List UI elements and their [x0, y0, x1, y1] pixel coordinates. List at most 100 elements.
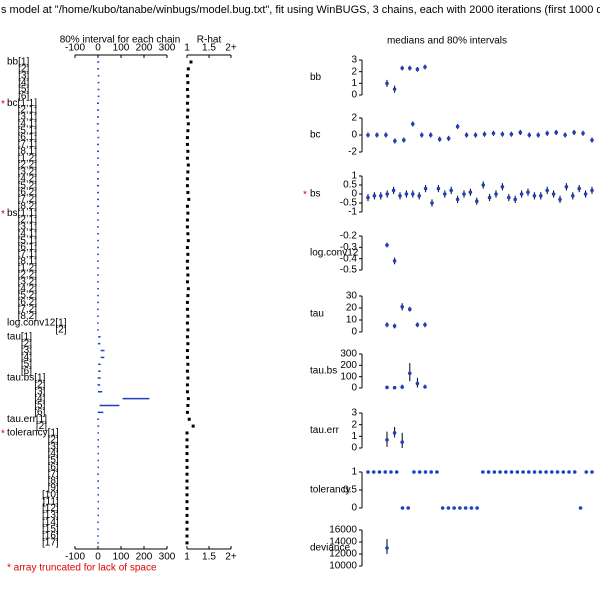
median-point [519, 192, 524, 196]
median-point [440, 506, 445, 510]
median-point [584, 470, 589, 474]
median-point [475, 199, 479, 203]
median-point [392, 87, 397, 91]
median-point [371, 470, 376, 474]
rhat-point [186, 239, 190, 243]
median-point [415, 67, 420, 72]
y-tick-label: 20 [346, 303, 358, 314]
row-label: log.conv12[1] [7, 318, 67, 329]
median-point [527, 133, 532, 137]
row-label: [2] [21, 338, 32, 349]
median-point [458, 506, 462, 510]
row-label: [2] [34, 380, 45, 391]
median-point [473, 133, 478, 137]
rhat-point [185, 355, 189, 359]
row-label: [6] [48, 462, 59, 473]
median-point [555, 470, 560, 474]
median-point [449, 188, 454, 193]
truncation-mark: * [303, 190, 307, 201]
median-point [400, 305, 405, 309]
row-label: [3,1] [18, 222, 38, 233]
rhat-point [185, 225, 189, 229]
median-point [385, 385, 389, 390]
median-point [551, 192, 556, 196]
median-point [385, 192, 390, 196]
median-point [402, 138, 406, 142]
median-point [538, 470, 543, 474]
medians-title: medians and 80% intervals [387, 36, 507, 47]
median-point [507, 195, 511, 200]
row-label: [11] [43, 496, 59, 507]
median-point [394, 470, 399, 474]
rhat-point [185, 465, 189, 469]
y-tick-label: 1 [351, 78, 357, 89]
y-tick-label: -0.5 [340, 265, 358, 276]
row-label: [8,1] [18, 256, 38, 267]
row-label: [4,2] [18, 173, 38, 184]
row-label: [1,2] [18, 263, 38, 274]
median-point [412, 470, 416, 474]
row-label: [5] [48, 455, 59, 466]
median-point [518, 130, 523, 135]
median-point [481, 183, 486, 187]
rhat-point [186, 252, 190, 256]
row-label: [6] [34, 407, 45, 418]
row-label: [5] [21, 359, 32, 370]
rhat-point [185, 369, 189, 373]
row-label: [3] [18, 70, 29, 81]
y-tick-label: 1 [351, 431, 357, 442]
row-label: [13] [42, 510, 59, 521]
rhat-point [185, 479, 189, 483]
row-label: [10] [42, 489, 59, 500]
rhat-point [186, 397, 190, 401]
median-point [526, 190, 530, 194]
row-label: bc[1,1] [7, 98, 37, 109]
row-label: [8,2] [18, 311, 38, 322]
row-label: bs[1,1] [7, 208, 37, 219]
median-point [558, 197, 562, 202]
median-point [400, 66, 405, 70]
median-point [408, 66, 412, 70]
truncation-mark: * [1, 429, 5, 440]
median-point [398, 194, 402, 198]
median-point [417, 470, 422, 474]
row-label: [3] [48, 441, 59, 452]
median-point [400, 385, 405, 389]
y-tick-label: 300 [340, 349, 357, 360]
rhat-point [185, 300, 189, 304]
interval-title: 80% interval for each chain [60, 35, 181, 46]
median-point [554, 130, 558, 135]
row-label: [2] [18, 64, 29, 75]
row-label: [6] [18, 91, 29, 102]
median-point [572, 470, 577, 474]
median-point [430, 201, 434, 205]
panel-name: bb [310, 72, 322, 83]
y-tick-label: 200 [340, 360, 357, 371]
median-point [423, 385, 427, 389]
row-label: [7,1] [18, 139, 38, 150]
median-point [545, 188, 549, 193]
row-label: [4,2] [18, 283, 38, 294]
median-point [455, 124, 460, 129]
rhat-point [185, 280, 189, 284]
y-tick-label: 14000 [329, 537, 357, 548]
row-label: [2] [48, 434, 59, 445]
rhat-point [186, 149, 190, 153]
panel-name: tolerancy [310, 485, 351, 496]
row-label: [4] [21, 352, 32, 363]
median-point [383, 470, 388, 474]
y-tick-label: -0.5 [340, 198, 358, 209]
row-label: bb[1] [7, 57, 29, 68]
row-label: [16] [42, 531, 59, 542]
row-label: [12] [42, 503, 59, 514]
rhat-title: R-hat [197, 35, 222, 46]
rhat-point [185, 74, 189, 78]
y-tick-label: 2 [351, 419, 357, 430]
median-point [487, 195, 492, 200]
row-label: [5] [18, 84, 29, 95]
rhat-point [185, 445, 189, 449]
y-tick-label: 0 [351, 130, 357, 141]
median-point [385, 438, 389, 442]
panel-name: deviance [310, 543, 350, 554]
row-label: [2,2] [18, 160, 38, 171]
